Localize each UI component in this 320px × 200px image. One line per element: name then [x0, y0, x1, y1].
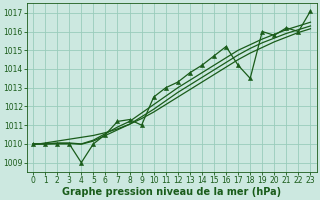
X-axis label: Graphe pression niveau de la mer (hPa): Graphe pression niveau de la mer (hPa): [62, 187, 281, 197]
